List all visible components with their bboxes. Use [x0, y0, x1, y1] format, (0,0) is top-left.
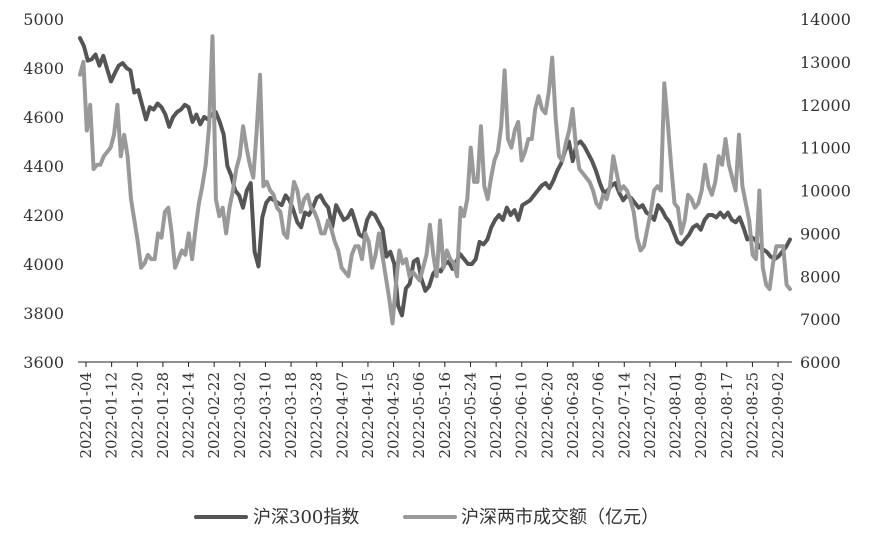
x-axis-ticks: 2022-01-04 2022-01-12 2022-01-20 2022-01-28… — [77, 362, 787, 458]
x-tick-label: 2022-02-14 — [180, 372, 198, 458]
x-tick-label: 2022-02-22 — [205, 372, 223, 458]
x-tick-label: 2022-06-20 — [538, 372, 556, 458]
x-tick-label: 2022-06-01 — [487, 372, 505, 458]
x-tick-label: 2022-08-17 — [718, 372, 736, 458]
right-y-tick-label: 10000 — [800, 182, 851, 201]
right-y-tick-label: 9000 — [800, 224, 841, 243]
left-y-tick-label: 3600 — [23, 353, 64, 372]
right-y-tick-label: 7000 — [800, 310, 841, 329]
x-tick-label: 2022-05-06 — [410, 372, 428, 458]
right-y-tick-label: 12000 — [800, 96, 851, 115]
right-y-tick-label: 14000 — [800, 10, 851, 29]
x-tick-label: 2022-07-22 — [641, 372, 659, 458]
x-tick-label: 2022-05-24 — [461, 372, 479, 458]
x-tick-label: 2022-07-06 — [590, 372, 608, 458]
right-y-tick-label: 6000 — [800, 353, 841, 372]
left-y-tick-label: 4200 — [23, 206, 64, 225]
x-tick-label: 2022-04-25 — [385, 372, 403, 458]
x-tick-label: 2022-08-09 — [692, 372, 710, 458]
x-tick-label: 2022-01-20 — [128, 372, 146, 458]
left-y-tick-label: 4600 — [23, 108, 64, 127]
x-tick-label: 2022-03-28 — [308, 372, 326, 458]
x-tick-label: 2022-01-12 — [103, 372, 121, 458]
legend-label-hs300: 沪深300指数 — [253, 507, 359, 528]
left-y-tick-label: 4400 — [23, 157, 64, 176]
series-line-turnover — [78, 34, 792, 326]
x-tick-label: 2022-03-18 — [282, 372, 300, 458]
right-y-axis-ticks: 6000 7000 8000 9000 10000 11000 12000 13000 1400… — [800, 10, 851, 372]
right-y-tick-label: 8000 — [800, 267, 841, 286]
left-y-axis-ticks: 3600 3800 4000 4200 4400 4600 4800 5000 — [23, 10, 64, 372]
x-tick-label: 2022-04-07 — [333, 372, 351, 458]
x-tick-label: 2022-06-10 — [513, 372, 531, 458]
series-layer — [78, 34, 792, 326]
x-tick-label: 2022-05-16 — [436, 372, 454, 458]
right-y-tick-label: 13000 — [800, 53, 851, 72]
x-tick-label: 2022-08-25 — [743, 372, 761, 458]
x-tick-label: 2022-01-04 — [77, 372, 95, 458]
left-y-tick-label: 4000 — [23, 255, 64, 274]
legend: 沪深300指数 沪深两市成交额（亿元） — [194, 507, 659, 528]
x-tick-label: 2022-07-14 — [615, 372, 633, 458]
x-tick-label: 2022-08-01 — [667, 372, 685, 458]
x-tick-label: 2022-03-10 — [256, 372, 274, 458]
legend-label-turnover: 沪深两市成交额（亿元） — [461, 507, 659, 528]
right-y-tick-label: 11000 — [800, 139, 851, 158]
x-tick-label: 2022-09-02 — [769, 372, 787, 458]
x-tick-label: 2022-01-28 — [154, 372, 172, 458]
x-tick-label: 2022-03-02 — [231, 372, 249, 458]
left-y-tick-label: 5000 — [23, 10, 64, 29]
x-tick-label: 2022-04-15 — [359, 372, 377, 458]
x-tick-label: 2022-06-28 — [564, 372, 582, 458]
left-y-tick-label: 3800 — [23, 304, 64, 323]
left-y-tick-label: 4800 — [23, 59, 64, 78]
